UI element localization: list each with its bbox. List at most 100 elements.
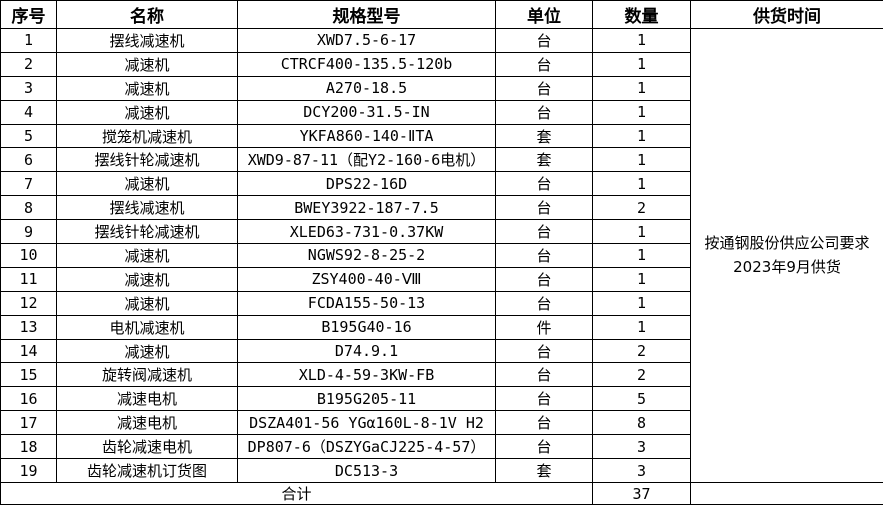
cell-unit: 台: [495, 195, 593, 221]
table-row: 8 摆线减速机 BWEY3922-187-7.5 台 2: [0, 195, 883, 221]
cell-index: 10: [0, 243, 57, 268]
cell-index: 13: [0, 314, 57, 340]
cell-name: 减速机: [56, 75, 238, 101]
table-row: 6 摆线针轮减速机 XWD9-87-11（配Y2-160-6电机）套 1: [0, 147, 883, 173]
cell-qty: 2: [592, 195, 691, 221]
table-row: 17 减速电机 DSZA401-56 YGα160L-8-1V H2 台 8: [0, 410, 883, 436]
cell-unit: 台: [495, 219, 593, 245]
cell-qty: 2: [592, 362, 691, 388]
cell-spec: B195G40-16: [237, 314, 496, 340]
cell-index: 19: [0, 458, 57, 483]
cell-spec: DP807-6（DSZYGaCJ225-4-57）: [237, 434, 496, 460]
cell-qty: 3: [592, 458, 691, 483]
cell-qty: 1: [592, 147, 691, 173]
cell-qty: 1: [592, 290, 691, 316]
cell-spec: A270-18.5: [237, 75, 496, 101]
cell-name: 电机减速机: [56, 314, 238, 340]
supply-note-line2: 2023年9月供货: [733, 257, 841, 276]
cell-index: 8: [0, 195, 57, 221]
table-row: 10 减速机 NGWS92-8-25-2 台 1: [0, 243, 883, 268]
col-header-supply: 供货时间: [690, 0, 883, 29]
cell-unit: 套: [495, 123, 593, 149]
cell-qty: 1: [592, 123, 691, 149]
col-header-unit: 单位: [495, 0, 593, 29]
header-row: 序号 名称 规格型号 单位 数量 供货时间: [0, 0, 883, 29]
cell-index: 17: [0, 410, 57, 436]
cell-unit: 台: [495, 243, 593, 268]
cell-unit: 台: [495, 338, 593, 364]
cell-name: 减速机: [56, 171, 238, 197]
cell-spec: B195G205-11: [237, 386, 496, 412]
table-row: 11 减速机 ZSY400-40-Ⅷ 台 1: [0, 266, 883, 292]
cell-name: 减速机: [56, 290, 238, 316]
cell-name: 减速机: [56, 243, 238, 268]
cell-spec: XWD9-87-11（配Y2-160-6电机）: [237, 147, 496, 173]
cell-unit: 台: [495, 434, 593, 460]
col-header-spec: 规格型号: [237, 0, 496, 29]
col-header-name: 名称: [56, 0, 238, 29]
cell-spec: DPS22-16D: [237, 171, 496, 197]
total-row: 合计 37: [0, 482, 883, 505]
col-header-qty: 数量: [592, 0, 691, 29]
cell-index: 15: [0, 362, 57, 388]
cell-unit: 台: [495, 171, 593, 197]
cell-spec: BWEY3922-187-7.5: [237, 195, 496, 221]
cell-qty: 5: [592, 386, 691, 412]
cell-qty: 1: [592, 266, 691, 292]
supply-note-cell: 按通钢股份供应公司要求 2023年9月供货: [690, 28, 883, 483]
total-supply-cell: [690, 482, 883, 505]
cell-name: 减速电机: [56, 386, 238, 412]
cell-spec: CTRCF400-135.5-120b: [237, 51, 496, 77]
cell-qty: 3: [592, 434, 691, 460]
cell-name: 摆线减速机: [56, 28, 238, 53]
cell-qty: 1: [592, 99, 691, 125]
cell-name: 齿轮减速电机: [56, 434, 238, 460]
cell-spec: ZSY400-40-Ⅷ: [237, 266, 496, 292]
cell-index: 11: [0, 266, 57, 292]
cell-qty: 8: [592, 410, 691, 436]
table-row: 1 摆线减速机 XWD7.5-6-17 台 1 按通钢股份供应公司要求 2023年9月供货: [0, 28, 883, 483]
cell-spec: FCDA155-50-13: [237, 290, 496, 316]
cell-qty: 1: [592, 243, 691, 268]
cell-index: 7: [0, 171, 57, 197]
cell-unit: 台: [495, 290, 593, 316]
cell-qty: 1: [592, 75, 691, 101]
table-row: 2 减速机 CTRCF400-135.5-120b 台 1: [0, 51, 883, 77]
cell-name: 减速电机: [56, 410, 238, 436]
cell-unit: 套: [495, 147, 593, 173]
cell-unit: 台: [495, 75, 593, 101]
cell-name: 摆线针轮减速机: [56, 219, 238, 245]
cell-unit: 套: [495, 458, 593, 483]
cell-spec: XWD7.5-6-17: [237, 28, 496, 53]
cell-name: 摆线减速机: [56, 195, 238, 221]
cell-name: 减速机: [56, 266, 238, 292]
cell-spec: XLED63-731-0.37KW: [237, 219, 496, 245]
cell-index: 12: [0, 290, 57, 316]
cell-index: 16: [0, 386, 57, 412]
cell-unit: 台: [495, 51, 593, 77]
cell-name: 减速机: [56, 338, 238, 364]
table-row: 14 减速机 D74.9.1 台 2: [0, 338, 883, 364]
cell-spec: D74.9.1: [237, 338, 496, 364]
table-row: 5 搅笼机减速机 YKFA860-140-ⅡTA 套 1: [0, 123, 883, 149]
cell-spec: DCY200-31.5-IN: [237, 99, 496, 125]
cell-qty: 1: [592, 314, 691, 340]
cell-name: 搅笼机减速机: [56, 123, 238, 149]
col-header-index: 序号: [0, 0, 57, 29]
cell-spec: DSZA401-56 YGα160L-8-1V H2: [237, 410, 496, 436]
cell-spec: DC513-3: [237, 458, 496, 483]
cell-qty: 1: [592, 51, 691, 77]
cell-qty: 1: [592, 219, 691, 245]
cell-index: 2: [0, 51, 57, 77]
cell-unit: 台: [495, 362, 593, 388]
cell-name: 减速机: [56, 99, 238, 125]
total-label: 合计: [0, 482, 593, 505]
cell-name: 齿轮减速机订货图: [56, 458, 238, 483]
cell-unit: 台: [495, 386, 593, 412]
supply-note-line1: 按通钢股份供应公司要求: [704, 234, 870, 253]
cell-index: 18: [0, 434, 57, 460]
table-row: 9 摆线针轮减速机 XLED63-731-0.37KW 台 1: [0, 219, 883, 245]
total-qty: 37: [592, 482, 691, 505]
